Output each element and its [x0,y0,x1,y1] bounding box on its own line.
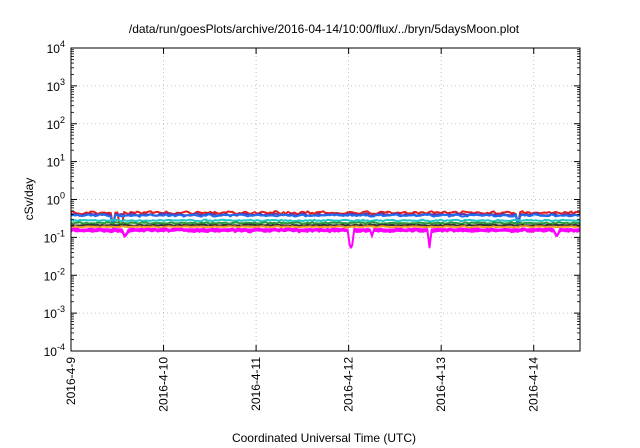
y-tick-label: 10-4 [44,342,65,359]
y-tick-label: 10-1 [44,228,65,245]
y-tick-exponent: -1 [57,228,65,238]
y-tick-label: 101 [47,153,65,170]
x-tick-label: 2016-4-14 [527,357,541,412]
series-line [70,213,581,229]
series-line [70,225,581,229]
y-tick-base: 10 [44,345,58,359]
x-tick-label: 2016-4-10 [157,357,171,412]
y-tick-exponent: 1 [60,153,65,163]
grid [71,48,580,351]
chart-title: /data/run/goesPlots/archive/2016-04-14/1… [129,22,520,36]
x-axis: 2016-4-9 2016-4-10 2016-4-11 2016-4-12 2016-… [64,48,541,412]
y-tick-exponent: -2 [57,266,65,276]
y-tick-exponent: 4 [60,39,65,49]
y-tick-base: 10 [47,80,61,94]
series-line [70,218,581,223]
y-tick-exponent: -4 [57,342,65,352]
y-tick-base: 10 [44,231,58,245]
y-tick-base: 10 [44,269,58,283]
y-tick-exponent: 3 [60,77,65,87]
x-axis-label: Coordinated Universal Time (UTC) [232,431,416,445]
y-tick-label: 103 [47,77,65,94]
y-tick-base: 10 [47,42,61,56]
series-layer [70,210,581,250]
y-axis-label: cSv/day [22,178,36,221]
x-tick-label: 2016-4-12 [342,357,356,412]
y-tick-exponent: 0 [60,191,65,201]
x-tick-label: 2016-4-13 [434,357,448,412]
x-tick-label: 2016-4-11 [249,357,263,411]
series-line [70,223,581,227]
x-tick-label: 2016-4-9 [64,357,78,405]
y-tick-label: 10-3 [44,304,65,321]
y-tick-label: 100 [47,191,65,208]
y-tick-label: 10-2 [44,266,65,283]
y-tick-exponent: 2 [60,115,65,125]
y-tick-label: 104 [47,39,65,56]
series-line [70,210,581,227]
y-tick-base: 10 [47,194,61,208]
y-tick-exponent: -3 [57,304,65,314]
y-tick-base: 10 [47,118,61,132]
series-line [70,221,581,225]
series-band [71,228,580,250]
y-tick-label: 102 [47,115,65,132]
y-tick-base: 10 [47,156,61,170]
series-line [70,227,581,249]
y-tick-base: 10 [44,307,58,321]
